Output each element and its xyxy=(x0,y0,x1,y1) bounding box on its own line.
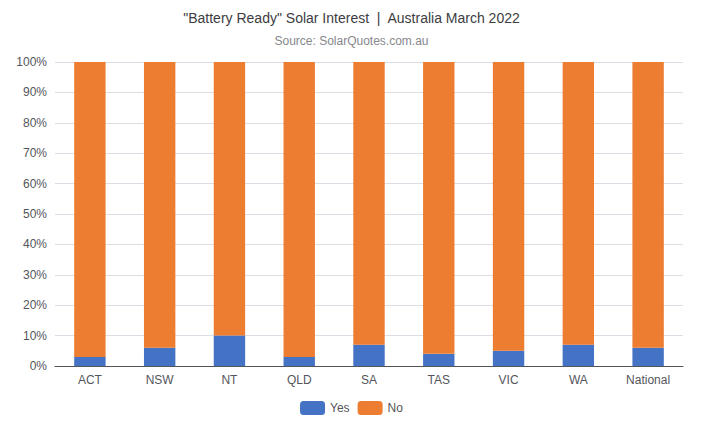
svg-text:Yes: Yes xyxy=(330,401,350,415)
svg-text:90%: 90% xyxy=(23,85,47,99)
svg-text:10%: 10% xyxy=(23,329,47,343)
svg-text:NSW: NSW xyxy=(146,373,175,387)
svg-text:ACT: ACT xyxy=(78,373,103,387)
svg-text:0%: 0% xyxy=(30,359,48,373)
svg-text:"Battery Ready" Solar Interest: "Battery Ready" Solar Interest | Austral… xyxy=(183,10,520,26)
svg-text:No: No xyxy=(388,401,404,415)
svg-text:30%: 30% xyxy=(23,268,47,282)
svg-text:Source: SolarQuotes.com.au: Source: SolarQuotes.com.au xyxy=(274,34,428,48)
svg-text:NT: NT xyxy=(221,373,238,387)
svg-text:80%: 80% xyxy=(23,116,47,130)
svg-text:WA: WA xyxy=(569,373,588,387)
svg-text:20%: 20% xyxy=(23,298,47,312)
svg-text:QLD: QLD xyxy=(287,373,312,387)
svg-text:National: National xyxy=(626,373,670,387)
svg-text:VIC: VIC xyxy=(499,373,519,387)
svg-text:100%: 100% xyxy=(16,55,47,69)
svg-text:SA: SA xyxy=(361,373,377,387)
svg-text:50%: 50% xyxy=(23,207,47,221)
svg-text:40%: 40% xyxy=(23,237,47,251)
svg-text:60%: 60% xyxy=(23,177,47,191)
svg-text:70%: 70% xyxy=(23,146,47,160)
svg-text:TAS: TAS xyxy=(428,373,450,387)
